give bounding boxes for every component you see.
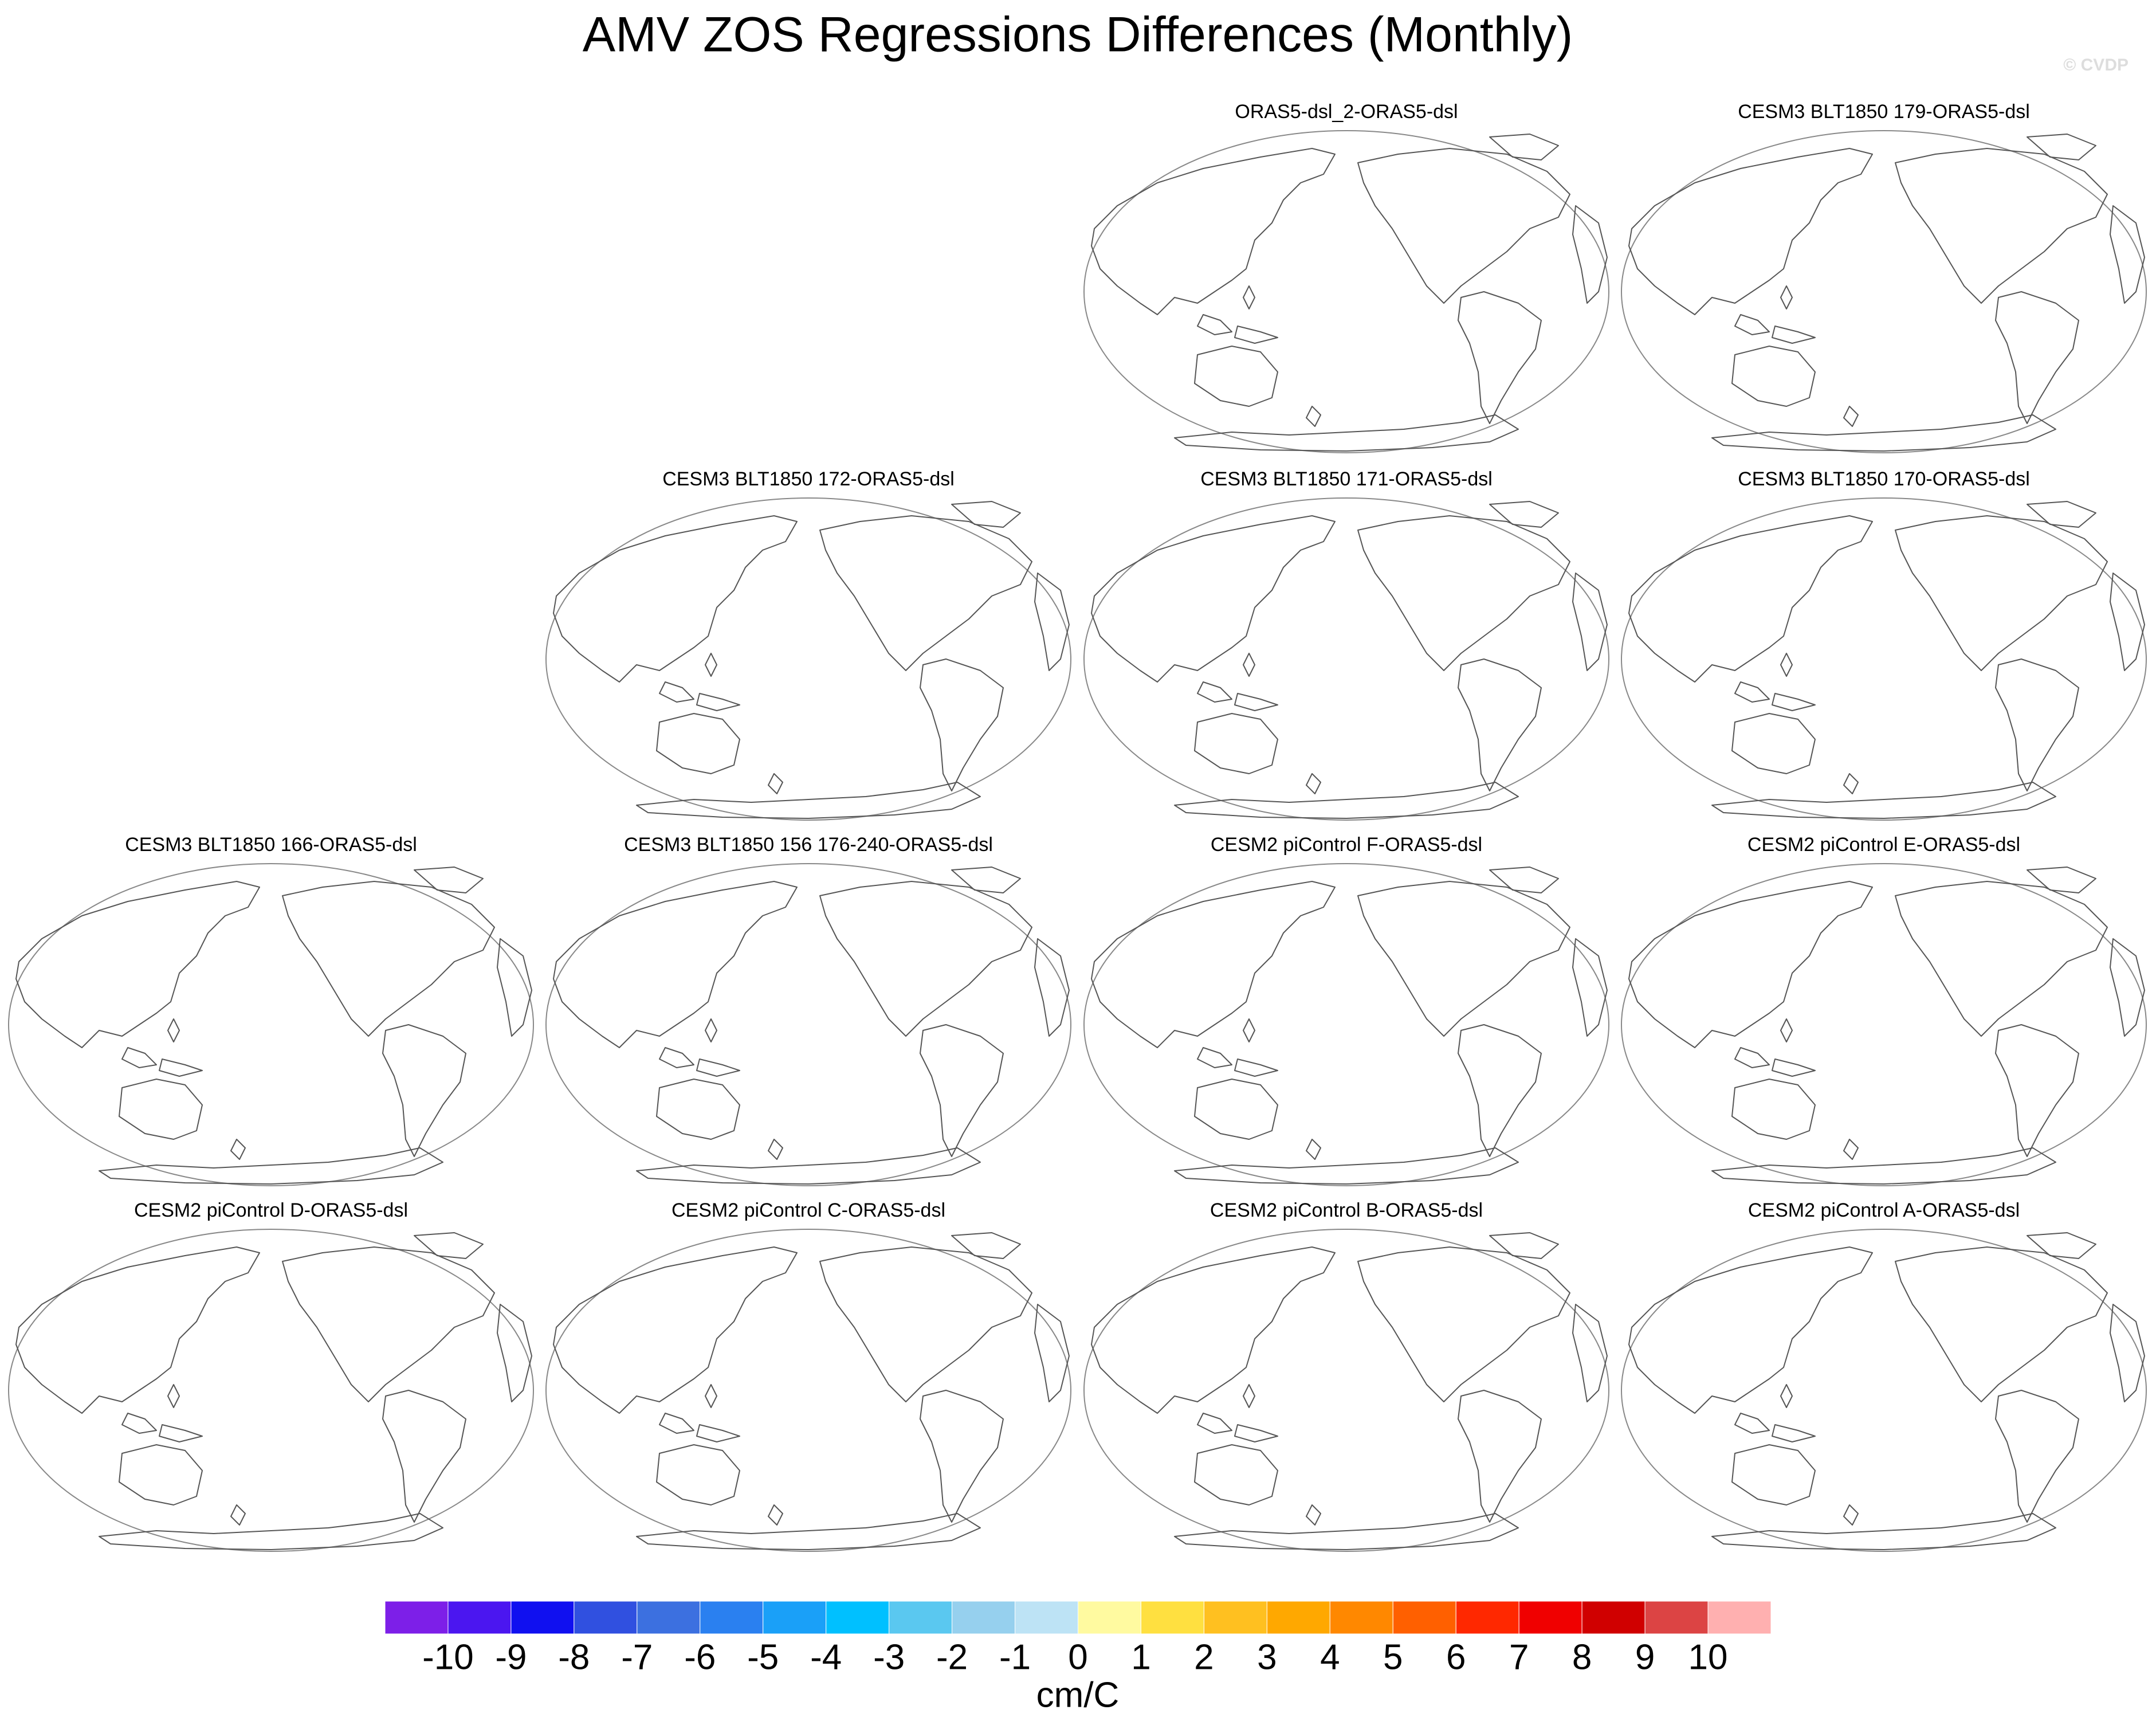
colorbar-box [763,1601,827,1634]
colorbar-label: -8 [558,1637,590,1677]
map [1083,497,1609,821]
colorbar-box [384,1601,449,1634]
colorbar-label: 7 [1509,1637,1529,1677]
watermark: © CVDP [2063,56,2128,75]
map [1083,130,1609,453]
map [1083,863,1609,1186]
colorbar-box [1707,1601,1772,1634]
panel-title: CESM3 BLT1850 172-ORAS5-dsl [662,468,955,490]
map-panel: CESM3 BLT1850 166-ORAS5-dsl [8,834,534,1186]
colorbar-label: -4 [810,1637,842,1677]
map [8,1229,534,1552]
colorbar-box [1015,1601,1078,1634]
colorbar-unit: cm/C [1036,1675,1120,1715]
colorbar-label: -1 [999,1637,1031,1677]
map-panel: CESM2 piControl F-ORAS5-dsl [1083,834,1609,1186]
colorbar-box [1644,1601,1709,1634]
panel-title: CESM2 piControl E-ORAS5-dsl [1747,834,2020,856]
map-panel: CESM2 piControl A-ORAS5-dsl [1621,1199,2147,1552]
colorbar-box [1581,1601,1646,1634]
panel-title: CESM2 piControl C-ORAS5-dsl [671,1199,945,1221]
map-panel: CESM3 BLT1850 171-ORAS5-dsl [1083,468,1609,821]
map [1083,1229,1609,1552]
colorbar-box [637,1601,701,1634]
colorbar-label: 0 [1068,1637,1087,1677]
colorbar-label: 9 [1635,1637,1655,1677]
colorbar-label: 2 [1194,1637,1214,1677]
colorbar-box [1392,1601,1456,1634]
panel-title: CESM3 BLT1850 171-ORAS5-dsl [1200,468,1493,490]
map [8,863,534,1186]
figure-title: AMV ZOS Regressions Differences (Monthly… [583,7,1573,62]
map-panel: CESM2 piControl C-ORAS5-dsl [545,1199,1071,1552]
map [1621,497,2147,821]
panel-title: CESM3 BLT1850 156 176-240-ORAS5-dsl [624,834,993,856]
panel-title: CESM2 piControl F-ORAS5-dsl [1211,834,1482,856]
colorbar-label: -9 [495,1637,527,1677]
panel-title: CESM3 BLT1850 179-ORAS5-dsl [1738,101,2030,123]
panel-title: CESM3 BLT1850 170-ORAS5-dsl [1738,468,2030,490]
colorbar-label: 4 [1320,1637,1340,1677]
map-panel: CESM3 BLT1850 156 176-240-ORAS5-dsl [545,834,1071,1186]
panel-title: CESM2 piControl B-ORAS5-dsl [1210,1199,1483,1221]
colorbar-label: -6 [684,1637,716,1677]
colorbar-box [1078,1601,1141,1634]
map-panel: ORAS5-dsl_2-ORAS5-dsl [1083,101,1609,453]
colorbar-box [574,1601,638,1634]
map-panel: CESM3 BLT1850 179-ORAS5-dsl [1621,101,2147,453]
map [545,1229,1071,1552]
colorbar-box [889,1601,953,1634]
colorbar-label: -10 [422,1637,474,1677]
map [545,863,1071,1186]
colorbar-label: 3 [1257,1637,1277,1677]
colorbar-box [1140,1601,1204,1634]
colorbar-box [1266,1601,1330,1634]
panel-title: CESM2 piControl A-ORAS5-dsl [1748,1199,2020,1221]
map [1621,1229,2147,1552]
colorbar-label: -2 [936,1637,968,1677]
colorbar-box [447,1601,512,1634]
colorbar-box [1518,1601,1582,1634]
map-panel: CESM2 piControl E-ORAS5-dsl [1621,834,2147,1186]
colorbar-label: -3 [873,1637,905,1677]
panel-title: CESM2 piControl D-ORAS5-dsl [134,1199,408,1221]
panel-title: CESM3 BLT1850 166-ORAS5-dsl [125,834,417,856]
colorbar-label: -5 [747,1637,779,1677]
map [1621,130,2147,453]
colorbar-label: 1 [1131,1637,1150,1677]
colorbar-box [1329,1601,1393,1634]
colorbar-label: -7 [621,1637,653,1677]
map-panel: CESM2 piControl B-ORAS5-dsl [1083,1199,1609,1552]
map [545,497,1071,821]
map-panel: CESM3 BLT1850 170-ORAS5-dsl [1621,468,2147,821]
colorbar-box [952,1601,1016,1634]
colorbar-box [826,1601,890,1634]
map-panel: CESM3 BLT1850 172-ORAS5-dsl [545,468,1071,821]
map [1621,863,2147,1186]
panel-title: ORAS5-dsl_2-ORAS5-dsl [1235,101,1458,123]
colorbar-box [1455,1601,1519,1634]
colorbar-box [1203,1601,1267,1634]
colorbar-box [700,1601,764,1634]
colorbar-label: 8 [1572,1637,1592,1677]
map-panel: CESM2 piControl D-ORAS5-dsl [8,1199,534,1552]
colorbar-label: 5 [1383,1637,1403,1677]
colorbar-label: 6 [1446,1637,1466,1677]
colorbar-label: 10 [1688,1637,1728,1677]
colorbar-box [510,1601,575,1634]
